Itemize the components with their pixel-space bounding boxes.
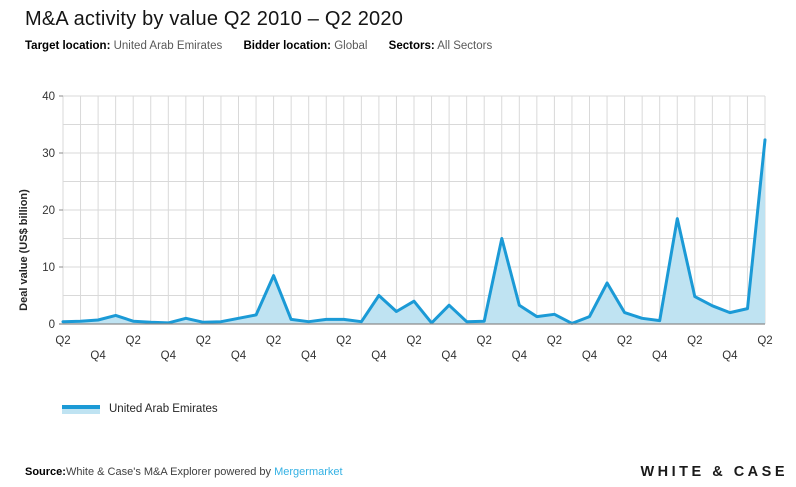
y-tick-label: 30 bbox=[42, 148, 55, 160]
meta-sectors-label: Sectors: bbox=[388, 40, 435, 52]
x-tick-label: Q2 bbox=[196, 335, 211, 347]
x-tick-label: Q2 bbox=[687, 335, 702, 347]
x-tick-label: Q2 bbox=[547, 335, 562, 347]
x-tick-label: Q4 bbox=[441, 350, 457, 362]
x-tick-label: Q4 bbox=[582, 350, 598, 362]
y-tick-label: 10 bbox=[42, 262, 55, 274]
y-tick-label: 0 bbox=[49, 319, 55, 331]
source-label: Source: bbox=[25, 466, 66, 478]
x-tick-label: Q2 bbox=[266, 335, 281, 347]
x-tick-label: Q2 bbox=[757, 335, 772, 347]
meta-bidder-label: Bidder location: bbox=[243, 40, 332, 52]
x-tick-label: Q4 bbox=[90, 350, 106, 362]
source-text: White & Case's M&A Explorer powered by bbox=[65, 466, 275, 478]
meta-sectors: Sectors: All Sectors bbox=[389, 40, 493, 52]
chart-subtitle: Target location: United Arab Emirates Bi… bbox=[25, 40, 510, 52]
y-axis-labels: 0 10 20 30 40 bbox=[42, 91, 63, 331]
x-tick-label: Q2 bbox=[336, 335, 351, 347]
legend-swatch-icon bbox=[62, 404, 100, 414]
x-tick-label: Q4 bbox=[231, 350, 247, 362]
x-tick-label: Q4 bbox=[652, 350, 668, 362]
x-tick-label: Q2 bbox=[617, 335, 632, 347]
white-and-case-logo: WHITE & CASE bbox=[640, 464, 788, 480]
x-tick-label: Q4 bbox=[161, 350, 177, 362]
meta-bidder-value: Global bbox=[334, 40, 368, 52]
legend-swatch-line bbox=[62, 404, 100, 409]
y-axis-title: Deal value (US$ billion) bbox=[18, 189, 30, 311]
meta-sectors-value: All Sectors bbox=[437, 40, 493, 52]
meta-target-label: Target location: bbox=[25, 40, 111, 52]
x-axis-labels: Q2 Q4 Q2 Q4 Q2 Q4 Q2 Q4 Q2 Q4 Q2 Q4 Q2 Q4 Q2 Q4 Q2 Q4 Q2 Q4… bbox=[55, 335, 772, 362]
y-tick-label: 40 bbox=[42, 91, 55, 103]
y-tick-label: 20 bbox=[42, 205, 55, 217]
chart-svg: 010203040Q2Q4Q2Q4Q2Q4Q2Q4Q2Q4Q2Q4Q2Q4Q2Q… bbox=[42, 91, 772, 362]
x-tick-label: Q2 bbox=[55, 335, 70, 347]
chart-title: M&A activity by value Q2 2010 – Q2 2020 bbox=[25, 8, 404, 30]
legend: United Arab Emirates bbox=[62, 403, 218, 415]
x-tick-label: Q4 bbox=[371, 350, 387, 362]
source-line: Source:White & Case's M&A Explorer power… bbox=[25, 466, 343, 478]
mergermarket-link[interactable]: Mergermarket bbox=[274, 466, 343, 478]
x-tick-label: Q2 bbox=[126, 335, 141, 347]
legend-swatch-fill bbox=[62, 408, 100, 414]
meta-bidder-location: Bidder location: Global bbox=[243, 40, 367, 52]
x-tick-label: Q4 bbox=[512, 350, 528, 362]
x-tick-label: Q4 bbox=[301, 350, 317, 362]
x-tick-label: Q4 bbox=[722, 350, 738, 362]
x-tick-label: Q2 bbox=[477, 335, 492, 347]
area-series-united-arab-emirates bbox=[61, 138, 767, 325]
x-tick-label: Q2 bbox=[406, 335, 421, 347]
meta-target-location: Target location: United Arab Emirates bbox=[25, 40, 222, 52]
legend-label: United Arab Emirates bbox=[109, 403, 218, 415]
gridlines bbox=[62, 95, 766, 325]
chart-area: Deal value (US$ billion) 0 10 20 30 40 Q2 Q4 Q2… bbox=[0, 88, 796, 378]
meta-target-value: United Arab Emirates bbox=[113, 40, 223, 52]
